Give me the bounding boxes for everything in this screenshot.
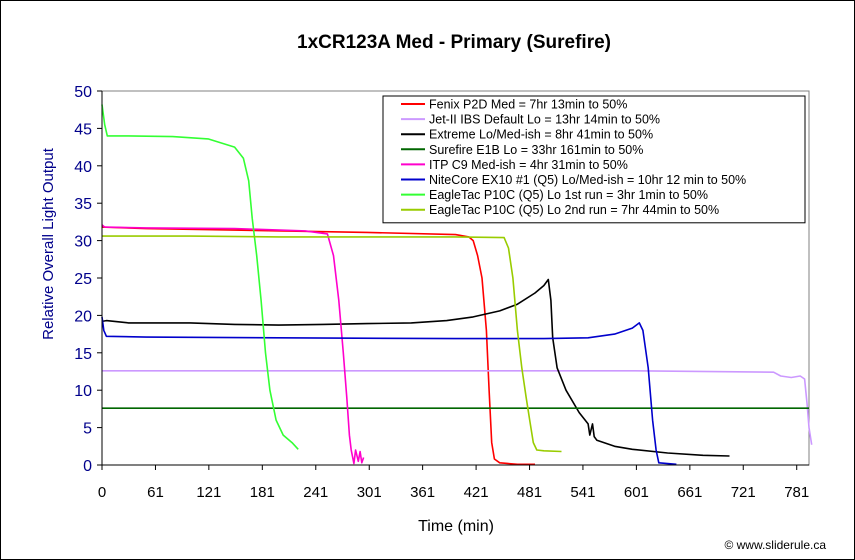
x-tick-label: 541 (570, 484, 595, 501)
x-tick-label: 781 (784, 484, 809, 501)
series-line-3 (101, 278, 730, 457)
x-tick-label: 181 (250, 484, 275, 501)
legend-entry: EagleTac P10C (Q5) Lo 1st run = 3hr 1min… (429, 188, 708, 202)
y-tick-label: 15 (74, 346, 92, 363)
series-layer (101, 104, 813, 466)
y-tick-label: 0 (83, 458, 92, 475)
x-tick-label: 301 (357, 484, 382, 501)
x-tick-label: 661 (677, 484, 702, 501)
series-line-7 (101, 104, 299, 450)
credit-text: © www.sliderule.ca (724, 538, 826, 552)
x-tick-label: 481 (517, 484, 542, 501)
x-tick-label: 601 (624, 484, 649, 501)
x-tick-label: 0 (98, 484, 106, 501)
y-tick-label: 20 (74, 308, 92, 325)
legend-entry: Surefire E1B Lo = 33hr 161min to 50% (429, 143, 643, 157)
legend-box (382, 95, 806, 224)
series-line-5 (101, 224, 365, 465)
y-axis-label: Relative Overall Light Output (40, 147, 57, 340)
x-tick-label: 241 (303, 484, 328, 501)
x-tick-label: 121 (196, 484, 221, 501)
legend: Fenix P2D Med = 7hr 13min to 50%Jet-II I… (382, 95, 806, 224)
legend-entry: Jet-II IBS Default Lo = 13hr 14min to 50… (429, 113, 660, 127)
series-line-8 (102, 235, 562, 453)
x-tick-label: 721 (731, 484, 756, 501)
legend-entry: Extreme Lo/Med-ish = 8hr 41min to 50% (429, 128, 653, 142)
legend-entry: ITP C9 Med-ish = 4hr 31min to 50% (429, 158, 628, 172)
y-tick-label: 40 (74, 159, 92, 176)
legend-entry: EagleTac P10C (Q5) Lo 2nd run = 7hr 44mi… (429, 203, 719, 217)
y-tick-label: 30 (74, 234, 92, 251)
y-tick-label: 50 (74, 84, 92, 101)
y-tick-label: 10 (74, 383, 92, 400)
x-axis-label: Time (min) (418, 518, 494, 535)
x-tick-label: 61 (147, 484, 164, 501)
x-tick-label: 361 (410, 484, 435, 501)
y-tick-label: 25 (74, 271, 92, 288)
chart-title: 1xCR123A Med - Primary (Surefire) (297, 32, 611, 53)
y-tick-label: 35 (74, 196, 92, 213)
x-tick-label: 421 (464, 484, 489, 501)
y-tick-label: 5 (83, 421, 92, 438)
legend-entry: NiteCore EX10 #1 (Q5) Lo/Med-ish = 10hr … (429, 173, 746, 187)
y-tick-label: 45 (74, 121, 92, 138)
axis-layer: 0 5 10 15 20 25 30 35 40 45 50 0 61 121 181 241 301 361 42… (74, 84, 809, 501)
legend-entry: Fenix P2D Med = 7hr 13min to 50% (429, 98, 627, 112)
series-line-6 (101, 316, 677, 466)
